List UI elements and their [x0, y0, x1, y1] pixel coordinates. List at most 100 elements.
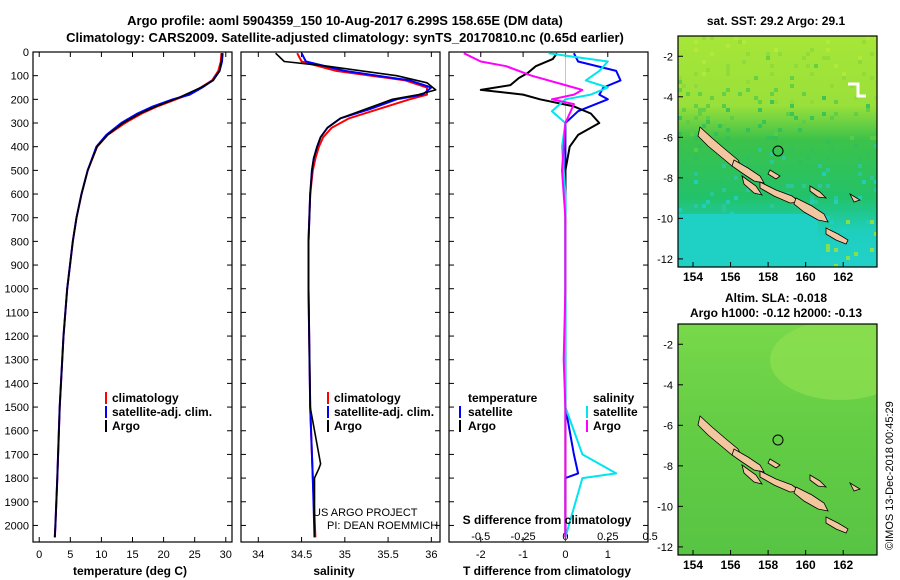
sst-pixel [850, 84, 854, 88]
x-tick-label: 15 [126, 549, 138, 561]
sst-pixel [770, 204, 774, 208]
credit-line2: PI: DEAN ROEMMICH [327, 520, 438, 532]
sst-map-frame [677, 35, 878, 268]
map-x-tick-label: 154 [683, 270, 703, 284]
depth-tick-label: 900 [11, 260, 29, 272]
depth-tick-label: 1600 [5, 426, 29, 438]
sst-pixel [694, 148, 698, 152]
sst-pixel [862, 40, 866, 44]
sst-pixel [682, 160, 686, 164]
x-top-tick-label: 0.25 [597, 531, 618, 543]
sst-pixel [790, 184, 794, 188]
sst-pixel [826, 40, 830, 44]
sst-pixel [774, 132, 778, 136]
sst-pixel [770, 72, 774, 76]
map-x-tick-label: 156 [721, 270, 741, 284]
sst-pixel [858, 164, 862, 168]
sst-pixel [746, 80, 750, 84]
depth-tick-label: 1300 [5, 355, 29, 367]
sst-pixel [706, 116, 710, 120]
x-tick-label: 25 [189, 549, 201, 561]
sst-pixel [726, 176, 730, 180]
sst-pixel [822, 56, 826, 60]
sst-pixel [874, 36, 877, 40]
sst-pixel [722, 208, 726, 212]
sst-pixel [778, 180, 782, 184]
solomon-islands [697, 126, 861, 245]
island [731, 448, 765, 473]
depth-tick-label: 800 [11, 236, 29, 248]
sst-pixel [746, 88, 750, 92]
sst-pixel [702, 204, 706, 208]
sst-pixel [694, 172, 698, 176]
sst-pixel [866, 152, 870, 156]
sst-pixel [698, 92, 702, 96]
legend-label-argo: Argo [334, 419, 362, 433]
sst-pixel [810, 116, 814, 120]
sst-pixel [758, 124, 762, 128]
sst-pixel [698, 108, 702, 112]
sst-pixel [810, 200, 814, 204]
sst-pixel [790, 148, 794, 152]
map-y-tick-label: -8 [663, 461, 673, 473]
x-top-tick-label: 0.5 [642, 531, 657, 543]
sst-pixel [774, 88, 778, 92]
sst-pixel [786, 112, 790, 116]
depth-tick-label: 1700 [5, 449, 29, 461]
sst-pixel [818, 164, 822, 168]
depth-tick-label: 600 [11, 189, 29, 201]
sst-pixel [822, 108, 826, 112]
depth-tick-label: 1100 [5, 307, 29, 319]
sst-missing-data [848, 82, 866, 98]
map-y-tick-label: -12 [657, 542, 673, 554]
sst-pixel [710, 52, 714, 56]
salinity-legend: climatology satellite-adj. clim. Argo [327, 391, 434, 433]
depth-tick-label: 1400 [5, 378, 29, 390]
salinity-xlabel: salinity [313, 564, 355, 578]
map-x-tick-label: 160 [796, 558, 816, 572]
x-tick-label: 36 [425, 549, 437, 561]
sst-pixel [834, 200, 838, 204]
sst-pixel [702, 60, 706, 64]
sst-pixel [694, 136, 698, 140]
x-tick-label: -2 [476, 549, 486, 561]
depth-tick-label: 1900 [5, 497, 29, 509]
series-line-climatology [296, 52, 428, 538]
map-x-tick-label: 158 [758, 558, 778, 572]
island [793, 197, 829, 223]
sst-pixel [782, 108, 786, 112]
sst-pixel [862, 180, 866, 184]
sst-pixel [818, 260, 822, 264]
sst-pixel [770, 92, 774, 96]
sst-pixel [802, 120, 806, 124]
map-y-tick-label: -12 [657, 254, 673, 266]
sst-pixel [678, 132, 682, 136]
sst-pixel [802, 92, 806, 96]
island [825, 516, 849, 534]
sst-pixel [818, 184, 822, 188]
solomon-islands [697, 415, 861, 534]
sst-pixel [826, 140, 830, 144]
legend-label-t-satellite: satellite [468, 405, 513, 419]
sst-pixel [834, 100, 838, 104]
sst-pixel [734, 196, 738, 200]
sst-pixel [826, 248, 830, 252]
island [849, 192, 861, 203]
sst-pixel [858, 60, 862, 64]
sst-pixel [770, 160, 774, 164]
sst-pixel [726, 200, 730, 204]
map-x-tick-label: 162 [833, 270, 853, 284]
sst-pixel [826, 216, 830, 220]
sst-pixel [694, 204, 698, 208]
sst-pixel [866, 220, 870, 224]
sst-pixel [714, 132, 718, 136]
series-line-argo [54, 53, 223, 538]
legend-label-t-argo: Argo [468, 419, 496, 433]
sst-pixel [790, 84, 794, 88]
sst-pixel [694, 84, 698, 88]
map-x-tick-label: 154 [683, 558, 703, 572]
sst-pixel [718, 124, 722, 128]
sst-pixel [798, 124, 802, 128]
sst-pixel [694, 72, 698, 76]
series-line-argo [275, 52, 437, 538]
